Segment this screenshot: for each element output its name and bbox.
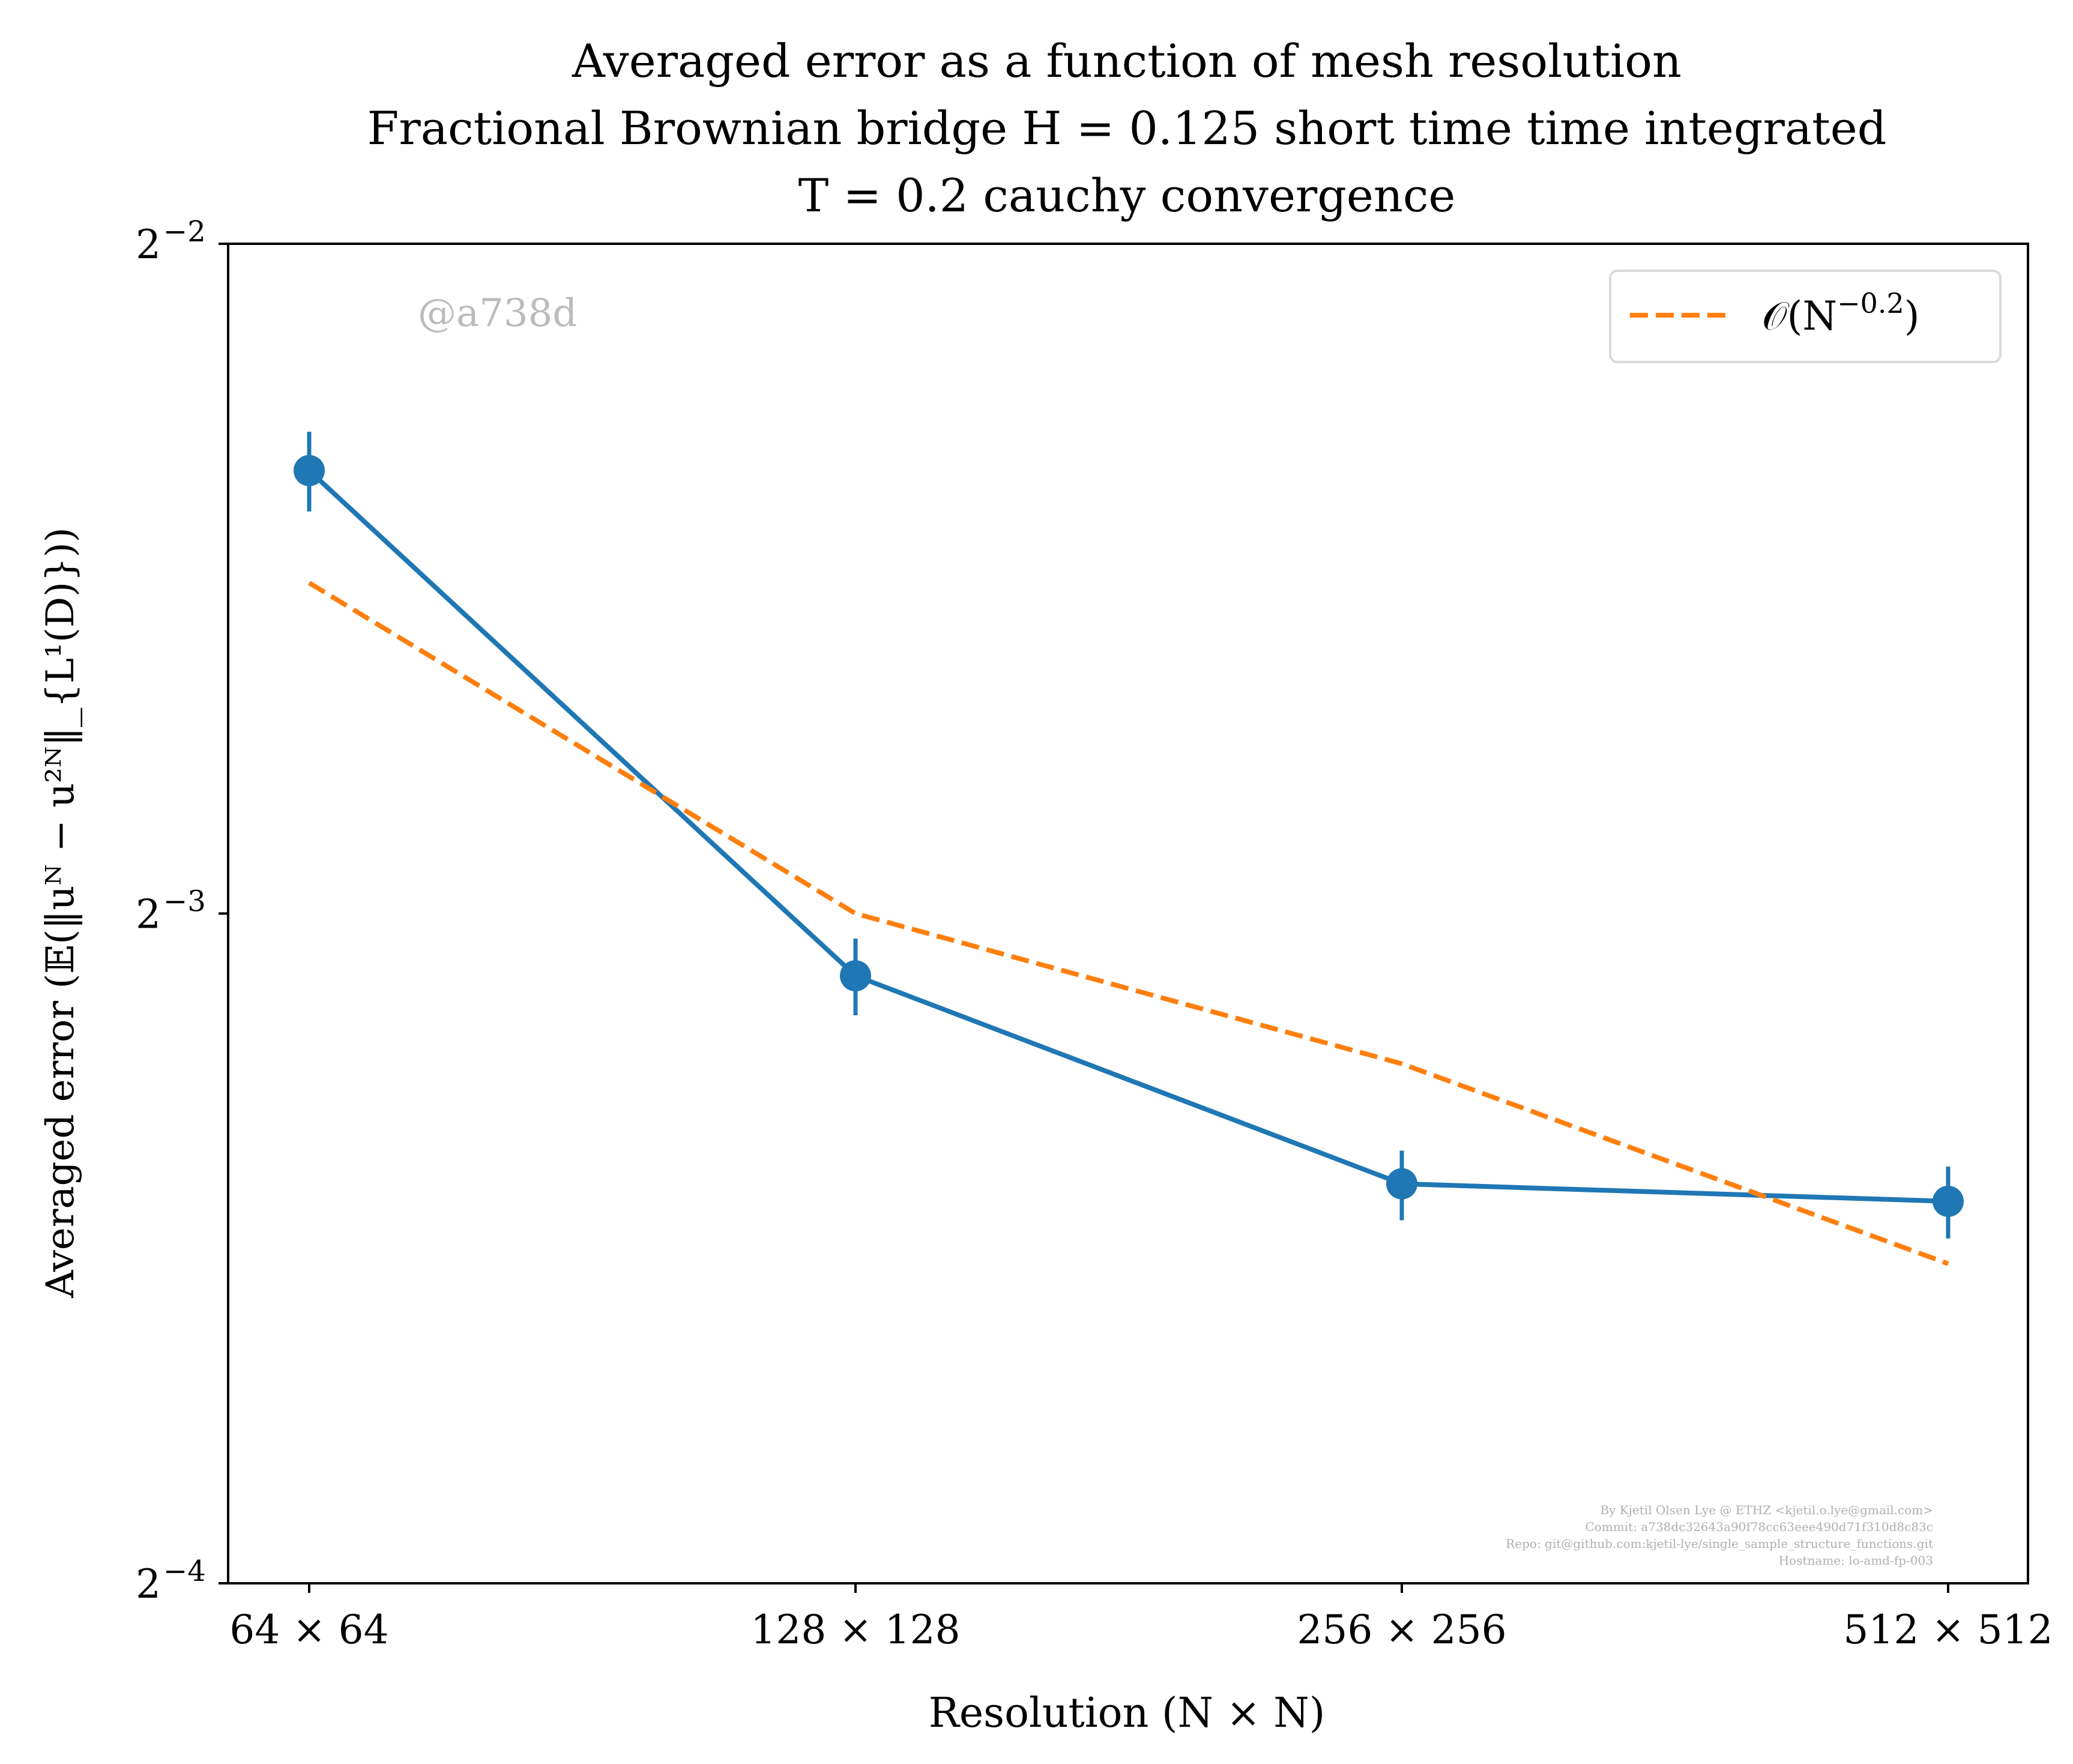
chart-title: Averaged error as a function of mesh res… — [367, 34, 1887, 222]
y-tick-label: 2 — [136, 222, 161, 268]
footer-line: Hostname: lo-amd-fp-003 — [1779, 1553, 1933, 1568]
reference-line — [307, 581, 1949, 1266]
footer-line: Repo: git@github.com:kjetil-lye/single_s… — [1506, 1536, 1933, 1551]
x-tick-label: 512 × 512 — [1843, 1607, 2053, 1653]
series-layer — [294, 432, 1964, 1266]
footer-annotation: By Kjetil Olsen Lye @ ETHZ <kjetil.o.lye… — [1506, 1503, 1933, 1568]
y-tick-label: 2 — [136, 1561, 161, 1607]
y-axis-ticks: 2 −22 −32 −4 — [136, 215, 228, 1607]
x-tick-label: 256 × 256 — [1297, 1607, 1506, 1653]
series-line — [307, 468, 1949, 1204]
y-axis-label: Averaged error (𝔼(‖uᴺ − u²ᴺ‖_{L¹(D)})) — [38, 527, 83, 1299]
data-point — [840, 960, 871, 992]
y-tick-exponent: −3 — [163, 885, 206, 919]
y-tick-exponent: −4 — [163, 1554, 206, 1588]
legend-label: 𝒪(N−0.2) — [1762, 287, 1920, 339]
title-line-2: Fractional Brownian bridge H = 0.125 sho… — [367, 101, 1887, 155]
x-axis-label: Resolution (N × N) — [929, 1690, 1326, 1737]
footer-line: By Kjetil Olsen Lye @ ETHZ <kjetil.o.lye… — [1600, 1503, 1933, 1517]
y-tick-exponent: −2 — [163, 215, 206, 249]
legend-box — [1609, 270, 2002, 363]
legend: 𝒪(N−0.2) — [1609, 270, 2002, 363]
plot-area — [227, 243, 2029, 1584]
title-line-1: Averaged error as a function of mesh res… — [572, 34, 1682, 88]
y-tick-label: 2 — [136, 892, 161, 938]
x-axis-ticks: 64 × 64 128 × 128 256 × 256 512 × 512 — [229, 1583, 2053, 1653]
footer-line: Commit: a738dc32643a90f78cc63eee490d71f3… — [1586, 1520, 1934, 1534]
title-line-3: T = 0.2 cauchy convergence — [798, 169, 1456, 222]
x-tick-label: 128 × 128 — [750, 1607, 960, 1653]
commit-tag: @a738d — [418, 291, 577, 336]
data-point — [1386, 1168, 1417, 1200]
x-tick-label: 64 × 64 — [229, 1607, 388, 1653]
data-point — [294, 455, 325, 486]
data-point — [1933, 1185, 1964, 1217]
